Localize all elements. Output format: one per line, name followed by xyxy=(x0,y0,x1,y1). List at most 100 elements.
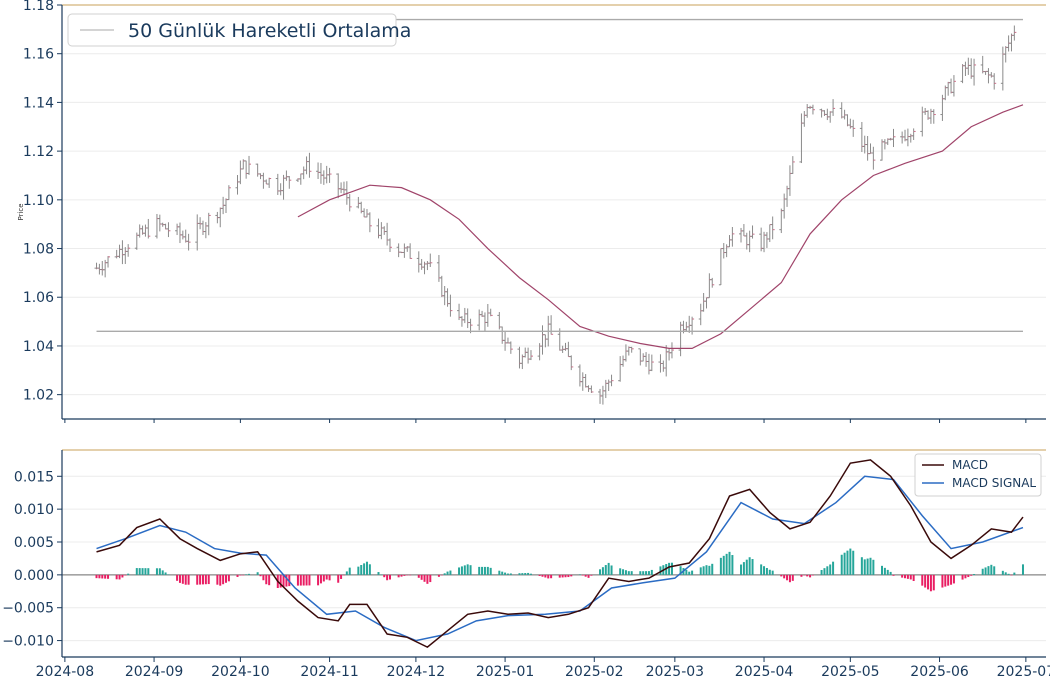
macd-histogram-bar xyxy=(107,574,110,579)
macd-xtick-label: 2025-05 xyxy=(821,664,880,679)
macd-histogram-bar xyxy=(728,551,731,575)
macd-histogram-bar xyxy=(118,574,121,580)
macd-histogram-bar xyxy=(866,558,869,575)
macd-histogram-bar xyxy=(581,574,584,576)
macd-histogram-bar xyxy=(771,570,774,575)
macd-histogram-bar xyxy=(619,568,622,575)
macd-histogram-bar xyxy=(860,557,863,575)
macd-histogram-bar xyxy=(328,574,331,581)
macd-histogram-bar xyxy=(409,574,412,576)
macd-histogram-bar xyxy=(803,574,806,576)
ma50-line xyxy=(297,104,1024,349)
macd-histogram-bar xyxy=(489,567,492,575)
macd-histogram-bar xyxy=(740,564,743,575)
macd-histogram-bar xyxy=(299,574,302,586)
macd-histogram-bar xyxy=(437,574,440,577)
macd-histogram-bar xyxy=(155,568,158,575)
macd-histogram-bar xyxy=(302,574,305,586)
macd-histogram-bar xyxy=(944,574,947,587)
macd-histogram-bar xyxy=(104,574,107,579)
price-ytick-label: 1.16 xyxy=(23,47,54,63)
macd-histogram-bar xyxy=(184,574,187,585)
macd-legend-box xyxy=(914,453,1042,497)
macd-histogram-bar xyxy=(348,567,351,575)
macd-histogram-bar xyxy=(460,566,463,575)
macd-histogram-bar xyxy=(360,565,363,575)
macd-histogram-bar xyxy=(719,557,722,575)
macd-histogram-bar xyxy=(219,574,222,586)
macd-xtick-label: 2025-02 xyxy=(565,664,624,679)
macd-histogram-bar xyxy=(389,574,391,580)
macd-histogram-bar xyxy=(950,574,953,585)
macd-histogram-bar xyxy=(760,564,763,575)
macd-histogram-bar xyxy=(486,566,489,575)
macd-histogram-bar xyxy=(987,566,990,575)
macd-histogram-bar xyxy=(607,562,610,575)
macd-histogram-bar xyxy=(164,572,167,575)
macd-histogram-bar xyxy=(670,562,673,575)
price-panel: 1.02 1.04 1.06 1.08 1.10 1.12 1.14 1.16 1.18 xyxy=(23,0,1046,423)
macd-histogram-bar xyxy=(924,574,927,588)
macd-histogram-bar xyxy=(115,574,118,580)
macd-xtick-label: 2024-08 xyxy=(36,664,95,679)
macd-histogram-bar xyxy=(883,567,886,575)
macd-histogram-bar xyxy=(832,561,835,575)
macd-histogram-bar xyxy=(659,566,662,575)
macd-histogram-bar xyxy=(547,574,550,579)
macd-histogram-bar xyxy=(521,573,524,575)
macd-histogram-bar xyxy=(685,569,688,575)
macd-histogram-bar xyxy=(791,574,794,581)
macd-histogram-bar xyxy=(826,566,829,575)
macd-histogram-bar xyxy=(227,574,230,582)
macd-histogram-bar xyxy=(912,574,915,582)
macd-histogram-bar xyxy=(564,574,567,578)
macd-histogram-bar xyxy=(481,566,484,575)
macd-histogram-bar xyxy=(711,563,714,575)
price-ytick-label: 1.08 xyxy=(23,242,54,258)
macd-histogram-bar xyxy=(647,571,650,575)
macd-histogram-bar xyxy=(809,574,812,578)
macd-histogram-bar xyxy=(993,566,996,575)
macd-histogram-bar xyxy=(262,574,265,581)
macd-histogram-bar xyxy=(498,570,501,575)
macd-ytick-label: 0.005 xyxy=(14,535,54,551)
candles xyxy=(94,25,1017,405)
macd-histogram-bar xyxy=(863,559,866,575)
macd-histogram-bar xyxy=(365,561,368,575)
macd-panel: −0.010 −0.005 0.000 0.005 0.010 0.015 2024-08 2… xyxy=(2,449,1050,679)
macd-histogram-bar xyxy=(124,574,127,576)
macd-histogram-bar xyxy=(843,552,846,575)
macd-histogram-bar xyxy=(601,567,604,575)
macd-histogram-bar xyxy=(722,555,725,575)
macd-xtick-label: 2025-01 xyxy=(476,664,535,679)
macd-histogram-bar xyxy=(780,574,783,577)
macd-histogram-bar xyxy=(604,565,607,575)
macd-histogram-bar xyxy=(981,568,984,575)
macd-line xyxy=(96,459,1024,649)
macd-histogram-bar xyxy=(265,574,268,585)
macd-histogram-bar xyxy=(222,574,225,585)
macd-histogram-bar xyxy=(849,548,852,575)
macd-histogram-bar xyxy=(187,574,190,585)
macd-histogram-bar xyxy=(1001,570,1004,575)
macd-histogram-bar xyxy=(961,574,964,580)
macd-histogram-bar xyxy=(317,574,320,586)
macd-histogram-bar xyxy=(558,574,561,578)
macd-histogram-bar xyxy=(921,574,924,586)
macd-histogram-bar xyxy=(788,574,791,583)
macd-histogram-bar xyxy=(380,574,383,576)
macd-histogram-bar xyxy=(199,574,202,585)
macd-histogram-bar xyxy=(610,565,613,575)
macd-histogram-bar xyxy=(731,555,734,575)
macd-histogram-bar xyxy=(973,574,976,575)
macd-histogram-bar xyxy=(285,574,288,587)
macd-histogram-bar xyxy=(823,568,826,575)
macd-histogram-bar xyxy=(245,574,248,575)
macd-histogram-bar xyxy=(478,566,481,575)
macd-histogram-bar xyxy=(627,571,630,575)
price-ytick-label: 1.18 xyxy=(23,0,54,14)
macd-histogram-bar xyxy=(449,570,452,575)
macd-xtick-label: 2025-03 xyxy=(646,664,705,679)
macd-histogram-bar xyxy=(768,569,771,575)
macd-histogram-bar xyxy=(748,557,751,575)
